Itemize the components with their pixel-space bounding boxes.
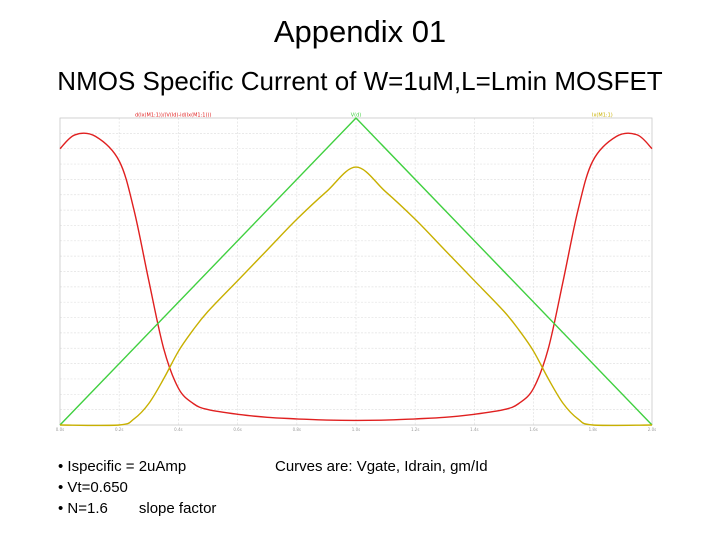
simulation-plot: 0.0s 0.2s 0.4s 0.6s 0.8s 1.0s 1.2s 1.4s 1.6s 1.8s… — [34, 111, 686, 435]
plot-series — [59, 117, 653, 427]
x-tick-label: 1.8s — [589, 427, 597, 432]
x-tick-label: 0.0s — [56, 427, 64, 432]
legend-entry: V(d) — [351, 113, 362, 119]
plot-background — [34, 111, 686, 435]
x-tick-label: 0.2s — [115, 427, 123, 432]
legend-entry: d(Ix(M1:1))/(V(Id)-id(Ix(M1:1))) — [135, 113, 211, 119]
x-tick-label: 1.0s — [352, 427, 360, 432]
curves-note: Curves are: Vgate, Idrain, gm/Id — [275, 458, 488, 475]
series-line-2 — [59, 117, 653, 426]
x-tick-label: 0.4s — [174, 427, 182, 432]
x-tick-label: 0.8s — [293, 427, 301, 432]
x-tick-label: 0.6s — [233, 427, 241, 432]
slide-title: Appendix 01 — [273, 14, 447, 49]
x-tick-label: 1.4s — [470, 427, 478, 432]
slope-factor-label: slope factor — [138, 500, 217, 517]
x-tick-label: 2.0s — [648, 427, 656, 432]
bullet-vt: • Vt=0.650 — [58, 479, 128, 496]
bullet-n-text: • N=1.6 — [58, 500, 108, 517]
series-line-1 — [59, 132, 653, 422]
x-tick-label: 1.6s — [529, 427, 537, 432]
parameter-list: • Ispecific = 2uAmp • Vt=0.650 • N=1.6 sl… — [58, 456, 216, 519]
x-tick-labels: 0.0s 0.2s 0.4s 0.6s 0.8s 1.0s 1.2s 1.4s 1.6s 1.8s… — [56, 427, 656, 432]
x-tick-label: 1.2s — [411, 427, 419, 432]
plot-legend: d(Ix(M1:1))/(V(Id)-id(Ix(M1:1))) V(d) Ix(M… — [135, 113, 613, 119]
legend-entry: Ix(M1:1) — [592, 113, 613, 119]
series-line-3 — [59, 166, 653, 427]
bullet-n: • N=1.6 slope factor — [58, 498, 216, 519]
plot-grid — [60, 118, 652, 425]
bullet-ispecific: • Ispecific = 2uAmp — [58, 458, 187, 475]
slide-subtitle: NMOS Specific Current of W=1uM,L=Lmin MO… — [57, 66, 663, 96]
